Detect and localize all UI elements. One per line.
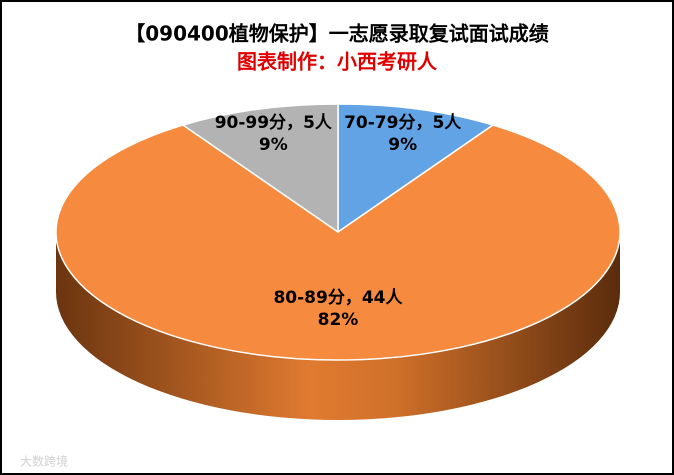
value-label: 44人 <box>362 288 404 308</box>
label-separator: ， <box>415 113 432 133</box>
chart-subtitle: 图表制作：小西考研人 <box>237 50 438 74</box>
percentage-label: 9% <box>259 135 288 155</box>
slice <box>337 103 495 234</box>
chart-title: 【090400植物保护】一志愿录取复试面试成绩 <box>125 22 549 46</box>
watermark: 大数跨境 <box>20 454 68 469</box>
data-label-line: 80-89分，44人 <box>273 288 403 308</box>
data-label-line: 70-79分，5人 <box>344 113 462 133</box>
label-separator: ， <box>286 113 303 133</box>
label-separator: ， <box>345 288 362 308</box>
percentage-label: 9% <box>388 135 417 155</box>
data-label-line: 90-99分，5人 <box>215 113 333 133</box>
category-label: 70-79分 <box>344 113 415 133</box>
slice <box>181 103 339 234</box>
category-label: 90-99分 <box>215 113 286 133</box>
data-label: 90-99分，5人9% <box>215 113 333 155</box>
slice-side <box>56 232 620 420</box>
data-label: 70-79分，5人9% <box>344 113 462 155</box>
percentage-label: 82% <box>318 310 359 330</box>
slice <box>55 124 621 361</box>
value-label: 5人 <box>432 113 462 133</box>
category-label: 80-89分 <box>273 288 344 308</box>
value-label: 5人 <box>303 113 333 133</box>
